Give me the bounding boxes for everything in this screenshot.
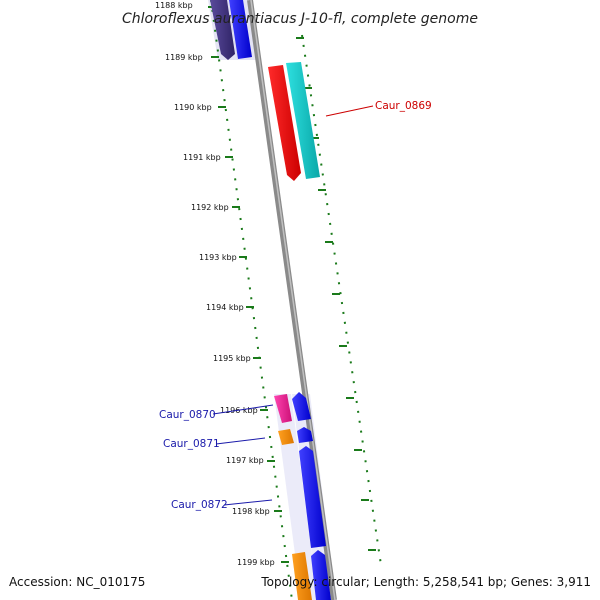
tick-label: 1193 kbp: [199, 253, 237, 262]
map-title: Chloroflexus aurantiacus J-10-fl, comple…: [122, 11, 478, 27]
tick-label: 1188 kbp: [155, 1, 193, 10]
gene-arrow-caur-0870-plus[interactable]: [292, 392, 311, 421]
tick-label: 1191 kbp: [183, 153, 221, 162]
scale-ring-left: [210, 0, 293, 600]
gene-arrow[interactable]: [210, 0, 235, 60]
topology-text: Topology: circular; Length: 5,258,541 bp…: [260, 575, 591, 589]
gene-label-caur-0872[interactable]: Caur_0872: [171, 499, 228, 511]
gene-arrow-caur-0871-plus[interactable]: [297, 427, 313, 443]
gene-label-caur-0869[interactable]: Caur_0869: [375, 100, 432, 112]
gene-arrow[interactable]: [292, 552, 312, 600]
callout-labels: Caur_0869 Caur_0870 Caur_0871 Caur_0872: [159, 100, 432, 511]
gene-arrow-caur-0871-minus[interactable]: [278, 429, 294, 445]
tick-label: 1192 kbp: [191, 203, 229, 212]
gene-arrow-caur-0870-minus[interactable]: [274, 394, 292, 423]
lane-minus-bottom: [274, 394, 318, 600]
gene-arrow-caur-0869-minus[interactable]: [268, 65, 301, 181]
tick-label: 1197 kbp: [226, 456, 264, 465]
gene-features: [210, 0, 331, 600]
tick-label: 1199 kbp: [237, 558, 275, 567]
tick-label: 1198 kbp: [232, 507, 270, 516]
tick-label: 1189 kbp: [165, 53, 203, 62]
tick-label: 1190 kbp: [174, 103, 212, 112]
scale-labels: 1188 kbp 1189 kbp 1190 kbp 1191 kbp 1192…: [155, 1, 275, 567]
callout-lines: [212, 105, 374, 506]
tick-label: 1194 kbp: [206, 303, 244, 312]
tick-label: 1195 kbp: [213, 354, 251, 363]
gene-arrow-caur-0872-plus[interactable]: [299, 446, 326, 548]
backbone: [247, 0, 337, 600]
accession-text: Accession: NC_010175: [9, 575, 145, 589]
left-ticks: [208, 6, 289, 563]
gene-arrow[interactable]: [311, 550, 331, 600]
gene-label-caur-0870[interactable]: Caur_0870: [159, 409, 216, 421]
gene-label-caur-0871[interactable]: Caur_0871: [163, 438, 220, 450]
gene-arrow-caur-0869-plus[interactable]: [286, 62, 320, 179]
gene-arrow[interactable]: [229, 0, 252, 59]
